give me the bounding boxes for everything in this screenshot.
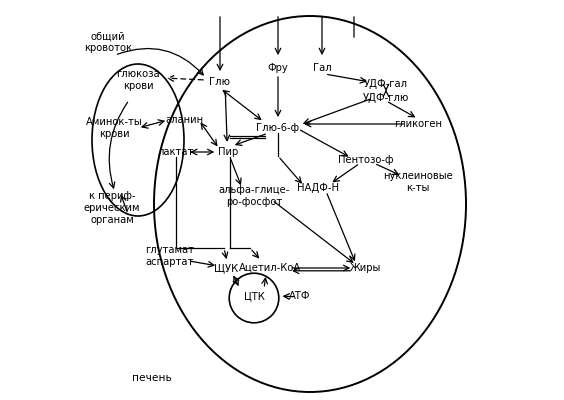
Circle shape (229, 273, 279, 323)
Text: ЦТК: ЦТК (244, 291, 265, 301)
Text: Глю: Глю (209, 77, 231, 87)
Text: Пентозо-ф: Пентозо-ф (338, 155, 394, 165)
Text: АТФ: АТФ (289, 291, 311, 301)
Text: гликоген: гликоген (394, 119, 442, 129)
Text: глутамат
аспартат: глутамат аспартат (146, 245, 195, 267)
Text: Пир: Пир (218, 147, 238, 157)
Text: лактат: лактат (158, 147, 194, 157)
Text: глюкоза
крови: глюкоза крови (116, 69, 160, 91)
Text: УДФ-глю: УДФ-глю (363, 93, 409, 103)
Text: Жиры: Жиры (350, 263, 382, 273)
Text: общий
кровоток: общий кровоток (84, 31, 132, 53)
Text: печень: печень (132, 373, 172, 383)
Text: к периф-
ерическим
органам: к периф- ерическим органам (83, 192, 140, 225)
Text: аланин: аланин (165, 115, 203, 125)
Text: НАДФ-Н: НАДФ-Н (297, 183, 339, 193)
Text: нуклеиновые
к-ты: нуклеиновые к-ты (383, 171, 453, 193)
Text: альфа-глице-
ро-фосфот: альфа-глице- ро-фосфот (218, 185, 290, 207)
Text: Ацетил-КоА: Ацетил-КоА (239, 263, 301, 273)
Text: Аминок-ты
крови: Аминок-ты крови (86, 117, 142, 139)
Text: Гал: Гал (312, 63, 331, 73)
Text: ЩУК: ЩУК (214, 263, 238, 273)
Text: Глю-6-ф: Глю-6-ф (257, 123, 299, 133)
Text: Фру: Фру (268, 63, 288, 73)
Text: УДФ-гал: УДФ-гал (364, 79, 408, 89)
